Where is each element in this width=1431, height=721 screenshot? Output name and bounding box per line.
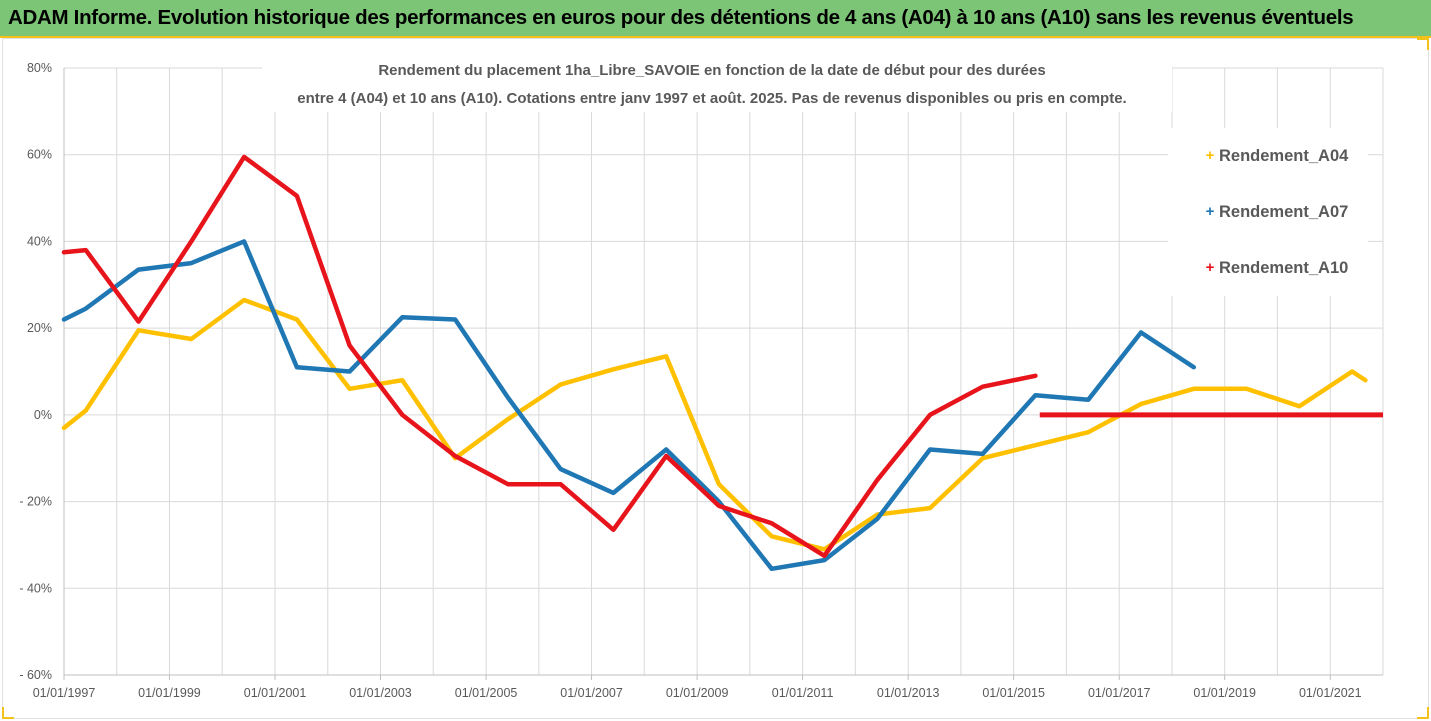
x-tick-label: 01/01/2011 (772, 686, 834, 700)
series-line-rendement-a04 (61, 297, 1368, 552)
report-title: ADAM Informe. Evolution historique des p… (8, 6, 1354, 29)
x-tick-label: 01/01/2009 (666, 686, 729, 700)
chart-title-background (262, 52, 1172, 112)
x-tick-label: 01/01/1999 (138, 686, 201, 700)
corner-accent-top-right (1417, 38, 1429, 50)
x-tick-label: 01/01/2003 (349, 686, 412, 700)
legend-label-rendement-a07: Rendement_A07 (1219, 203, 1348, 221)
x-tick-label: 01/01/1997 (33, 686, 96, 700)
y-tick-label: 20% (27, 321, 52, 335)
x-tick-label: 01/01/2005 (455, 686, 518, 700)
legend-marker-rendement-a04: + (1206, 147, 1215, 164)
corner-accent-bottom-left (2, 707, 14, 719)
series-line-rendement-a10 (61, 154, 1038, 559)
x-tick-label: 01/01/2001 (244, 686, 307, 700)
title-banner: ADAM Informe. Evolution historique des p… (0, 0, 1431, 38)
x-tick-label: 01/01/2007 (560, 686, 623, 700)
x-tick-label: 01/01/2015 (982, 686, 1045, 700)
y-tick-label: - 60% (19, 668, 52, 682)
chart-title-line-2: entre 4 (A04) et 10 ans (A10). Cotations… (297, 90, 1126, 107)
legend-background (1168, 128, 1368, 296)
y-tick-label: 60% (27, 148, 52, 162)
chart-title-block: Rendement du placement 1ha_Libre_SAVOIE … (262, 52, 1172, 112)
x-tick-label: 01/01/2021 (1299, 686, 1362, 700)
legend: + Rendement_A04+ Rendement_A07+ Rendement_A… (1168, 128, 1368, 296)
x-tick-label: 01/01/2019 (1193, 686, 1256, 700)
y-tick-label: 80% (27, 61, 52, 75)
corner-accent-bottom-right (1417, 707, 1429, 719)
x-tick-label: 01/01/2017 (1088, 686, 1151, 700)
axes: 80% 60% 40% 20% 0% - 20% - 40% - 60% 01/01/1997 0… (19, 61, 1383, 700)
chart-title-line-1: Rendement du placement 1ha_Libre_SAVOIE … (378, 62, 1045, 79)
series-line-rendement-a07 (61, 239, 1197, 572)
gridlines (63, 67, 1384, 676)
y-tick-label: - 20% (19, 495, 52, 509)
chart-frame (2, 38, 1429, 719)
legend-label-rendement-a04: Rendement_A04 (1219, 147, 1349, 165)
x-tick-label: 01/01/2013 (877, 686, 940, 700)
y-tick-label: 0% (34, 408, 52, 422)
legend-label-rendement-a10: Rendement_A10 (1219, 259, 1348, 277)
legend-marker-rendement-a07: + (1206, 203, 1215, 220)
legend-marker-rendement-a10: + (1206, 259, 1215, 276)
y-tick-label: - 40% (19, 581, 52, 595)
y-tick-label: 40% (27, 234, 52, 248)
series-lines (61, 154, 1383, 572)
